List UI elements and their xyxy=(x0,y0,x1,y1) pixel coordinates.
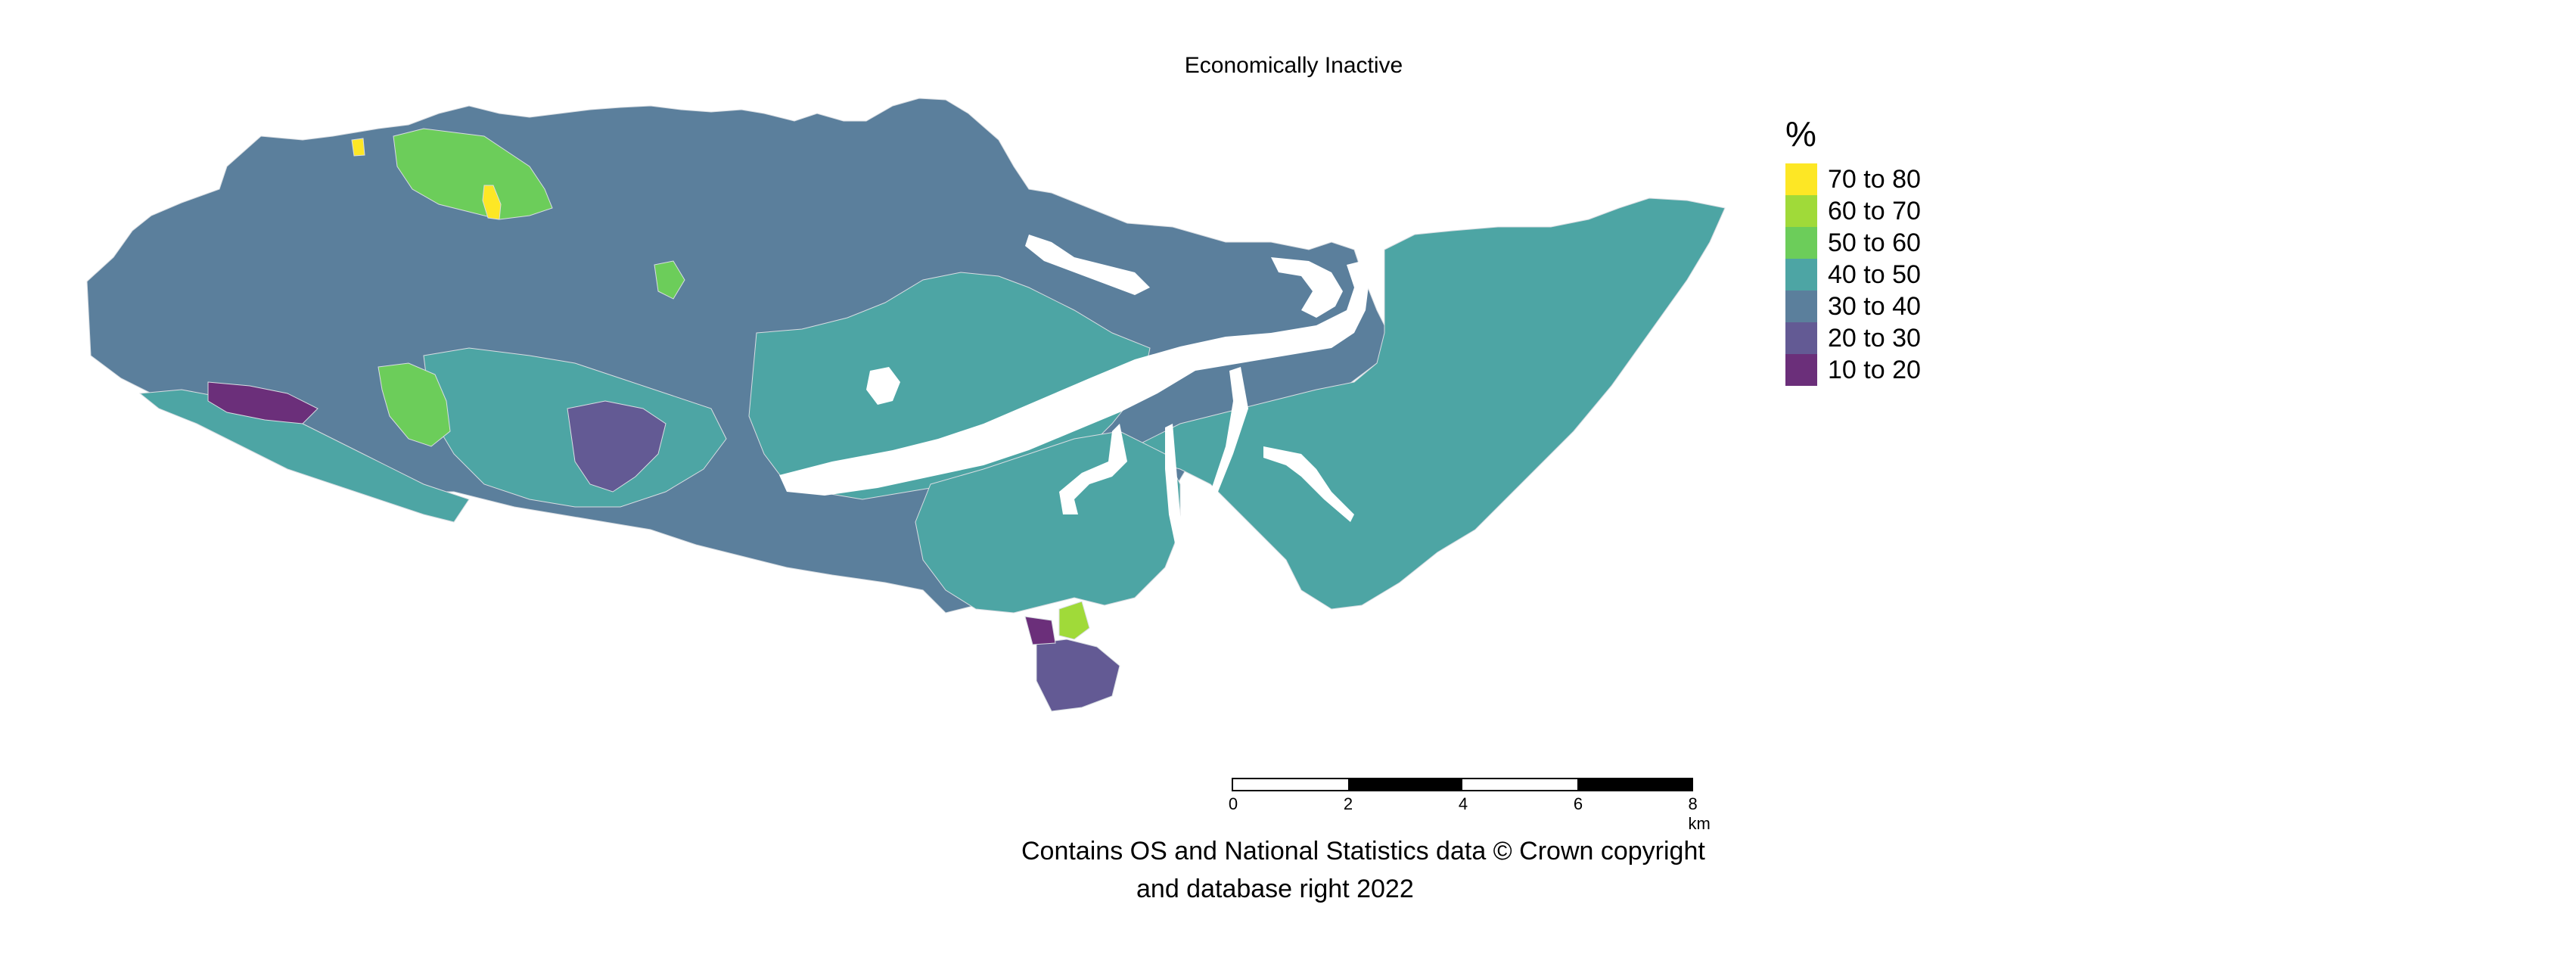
scale-bar-segment xyxy=(1462,779,1577,790)
bay-water-north xyxy=(1271,257,1343,318)
scale-bar-segments xyxy=(1232,778,1693,791)
estuary-water xyxy=(779,261,1369,496)
scale-bar-segment xyxy=(1233,779,1348,790)
legend-swatch xyxy=(1785,291,1817,322)
creek-water-4 xyxy=(1165,424,1188,561)
legend-swatch xyxy=(1785,259,1817,291)
scale-bar-tick-label: 0 xyxy=(1228,794,1238,813)
attribution-line-2: and database right 2022 xyxy=(1136,875,1414,903)
legend: % 70 to 80 60 to 70 50 to 60 40 to 50 30 to … xyxy=(1785,113,1921,386)
legend-label: 20 to 30 xyxy=(1828,323,1921,353)
island-water xyxy=(866,367,900,405)
creek-water-2 xyxy=(1263,446,1354,522)
scale-bar-tick-label: 8 km xyxy=(1688,794,1711,833)
region-lightgreen-centre xyxy=(654,260,685,300)
creek-water-3 xyxy=(1059,424,1127,514)
legend-label: 40 to 50 xyxy=(1828,260,1921,289)
region-purple-south2 xyxy=(1024,616,1056,645)
region-purple-south xyxy=(1036,639,1120,712)
region-purple-centre xyxy=(567,400,667,493)
legend-item: 70 to 80 xyxy=(1785,163,1921,195)
legend-label: 70 to 80 xyxy=(1828,164,1921,194)
scale-bar-segment xyxy=(1347,779,1462,790)
scale-bar-ticks: 0 2 4 6 8 km xyxy=(1228,791,1711,833)
choropleth-map xyxy=(86,98,1726,712)
legend-item: 50 to 60 xyxy=(1785,227,1921,259)
region-south xyxy=(915,430,1181,614)
region-east xyxy=(1134,197,1726,610)
scale-bar-segment xyxy=(1577,779,1692,790)
legend-item: 60 to 70 xyxy=(1785,195,1921,227)
scale-bar-tick-label: 4 xyxy=(1458,794,1468,813)
map-title: Economically Inactive xyxy=(1184,53,1403,78)
scale-bar-tick-label: 6 xyxy=(1573,794,1583,813)
scale-bar-tick-label: 2 xyxy=(1343,794,1353,813)
region-north-green xyxy=(393,128,553,220)
legend-title: % xyxy=(1785,114,1816,154)
attribution-line-1: Contains OS and National Statistics data… xyxy=(1021,837,1705,866)
legend-swatch xyxy=(1785,354,1817,386)
legend-swatch xyxy=(1785,195,1817,227)
creek-water-north xyxy=(1025,235,1150,295)
region-green-wc xyxy=(378,362,451,447)
legend-item: 20 to 30 xyxy=(1785,322,1921,354)
legend-item: 30 to 40 xyxy=(1785,291,1921,322)
legend-swatch xyxy=(1785,322,1817,354)
scale-bar: 0 2 4 6 8 km xyxy=(1228,778,1711,833)
legend-label: 60 to 70 xyxy=(1828,196,1921,225)
legend-label: 30 to 40 xyxy=(1828,291,1921,321)
legend-item: 10 to 20 xyxy=(1785,354,1921,386)
creek-water-1 xyxy=(1203,367,1248,598)
attribution-caption: Contains OS and National Statistics data… xyxy=(1021,832,1705,908)
legend-label: 50 to 60 xyxy=(1828,228,1921,257)
region-lightgreen-south xyxy=(1058,601,1090,640)
region-yellow-north xyxy=(482,185,502,220)
legend-swatch xyxy=(1785,163,1817,195)
legend-swatch xyxy=(1785,227,1817,259)
legend-item: 40 to 50 xyxy=(1785,259,1921,291)
region-yellow-nw xyxy=(351,138,365,157)
legend-label: 10 to 20 xyxy=(1828,355,1921,384)
region-purple-west xyxy=(207,381,319,424)
legend-items: 70 to 80 60 to 70 50 to 60 40 to 50 30 to 40… xyxy=(1785,163,1921,386)
